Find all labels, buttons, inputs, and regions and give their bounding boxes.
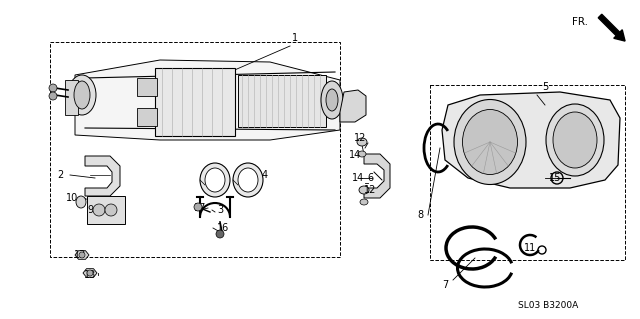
Circle shape <box>93 204 105 216</box>
Ellipse shape <box>326 89 338 111</box>
Text: 7: 7 <box>442 280 448 290</box>
Bar <box>87 196 125 224</box>
Circle shape <box>194 203 202 211</box>
Bar <box>137 108 157 126</box>
Text: 2: 2 <box>57 170 63 180</box>
Ellipse shape <box>200 163 230 197</box>
Ellipse shape <box>321 81 343 119</box>
Circle shape <box>216 230 224 238</box>
Text: 17: 17 <box>194 203 206 213</box>
Ellipse shape <box>233 163 263 197</box>
Text: 12: 12 <box>364 185 376 195</box>
Text: 4: 4 <box>262 170 268 180</box>
Ellipse shape <box>359 186 369 194</box>
Polygon shape <box>364 154 390 198</box>
Polygon shape <box>85 156 120 196</box>
Ellipse shape <box>76 196 86 208</box>
Ellipse shape <box>357 138 367 146</box>
Bar <box>155 68 235 136</box>
Polygon shape <box>442 92 620 188</box>
Ellipse shape <box>463 109 518 174</box>
Text: 14: 14 <box>352 173 364 183</box>
Ellipse shape <box>205 168 225 192</box>
Text: FR.: FR. <box>572 17 588 27</box>
FancyArrow shape <box>598 14 625 41</box>
Ellipse shape <box>454 100 526 184</box>
Text: 6: 6 <box>367 173 373 183</box>
Text: 5: 5 <box>542 82 548 92</box>
Circle shape <box>49 84 57 92</box>
Polygon shape <box>75 60 340 140</box>
Circle shape <box>79 252 85 258</box>
Ellipse shape <box>68 75 96 115</box>
Text: 8: 8 <box>417 210 423 220</box>
Text: 13: 13 <box>84 270 96 280</box>
Polygon shape <box>340 90 366 122</box>
Ellipse shape <box>360 199 368 205</box>
Ellipse shape <box>238 168 258 192</box>
Circle shape <box>87 270 93 276</box>
Ellipse shape <box>546 104 604 176</box>
Bar <box>137 78 157 96</box>
Text: 15: 15 <box>549 173 561 183</box>
Text: SL03 B3200A: SL03 B3200A <box>518 300 578 309</box>
Ellipse shape <box>358 151 366 157</box>
Text: 12: 12 <box>354 133 366 143</box>
Polygon shape <box>65 80 78 115</box>
Circle shape <box>49 92 57 100</box>
Ellipse shape <box>74 81 90 109</box>
Polygon shape <box>83 269 97 277</box>
Ellipse shape <box>553 112 597 168</box>
Text: 10: 10 <box>66 193 78 203</box>
Bar <box>50 42 340 257</box>
Text: 14: 14 <box>349 150 361 160</box>
Text: 1: 1 <box>292 33 298 43</box>
Bar <box>430 85 625 260</box>
Circle shape <box>105 204 117 216</box>
Text: 13: 13 <box>74 250 86 260</box>
Text: 3: 3 <box>217 205 223 215</box>
Text: 16: 16 <box>217 223 229 233</box>
Polygon shape <box>75 251 89 259</box>
Bar <box>238 75 326 127</box>
Text: 11: 11 <box>524 243 536 253</box>
Text: 9: 9 <box>87 205 93 215</box>
